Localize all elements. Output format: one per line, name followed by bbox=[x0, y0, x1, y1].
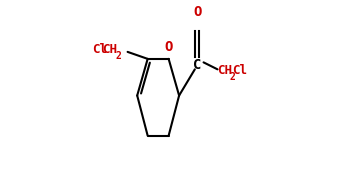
Text: 2: 2 bbox=[115, 51, 121, 61]
Text: Cl: Cl bbox=[92, 43, 107, 56]
Text: O: O bbox=[164, 40, 173, 54]
Text: CH: CH bbox=[102, 43, 117, 56]
Text: CH: CH bbox=[218, 64, 233, 77]
Text: Cl: Cl bbox=[232, 64, 247, 77]
Text: O: O bbox=[193, 5, 202, 19]
Text: 2: 2 bbox=[230, 72, 236, 82]
Text: C: C bbox=[193, 58, 202, 72]
